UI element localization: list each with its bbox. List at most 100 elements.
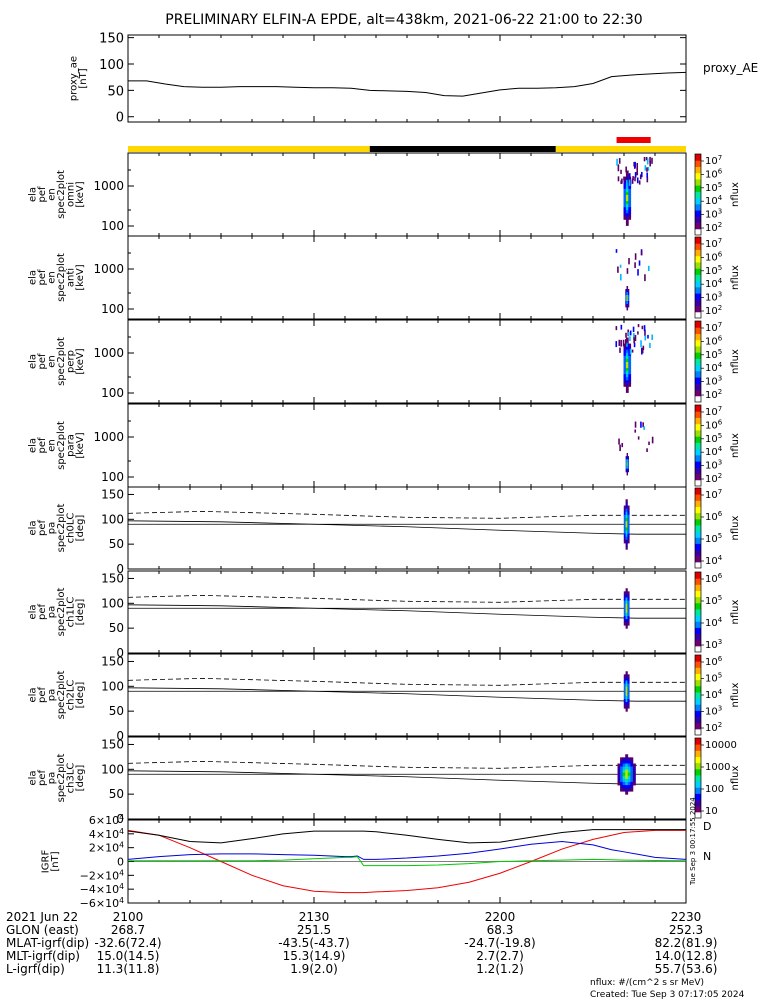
- pa-loss-cone-dashed: [127, 760, 686, 769]
- y-axis-label-line: [nT]: [78, 68, 89, 88]
- pa-cell: [627, 619, 630, 623]
- spec-cell: [625, 374, 629, 378]
- pa-cell: [630, 785, 634, 789]
- cbar-label-text: nflux: [730, 265, 741, 290]
- pa-cell: [625, 514, 628, 519]
- spec-cell: [627, 465, 629, 470]
- axis-row-value: 11.3(11.8): [97, 962, 160, 976]
- footer-units: nflux: #/(cm^2 s sr MeV): [590, 978, 704, 988]
- spec-cell: [628, 185, 632, 190]
- energy-panel-2-cbar-swatch: [695, 377, 701, 384]
- pa-cell: [617, 772, 621, 777]
- pa-cell: [627, 603, 630, 608]
- energy-panel-3-cbar-swatch: [695, 423, 701, 431]
- pa-panel-0-cbar-swatch: [695, 500, 701, 507]
- spec-speck: [642, 345, 645, 351]
- spec-speck: [628, 258, 630, 265]
- spec-cell: [625, 383, 629, 387]
- pa-panel-1-cbar-frame: [694, 571, 702, 653]
- y-tick-label: 50: [107, 84, 124, 99]
- pa-cell: [622, 788, 626, 792]
- spec-speck: [631, 178, 634, 184]
- pa-panel-3-cbar-swatch: [695, 756, 701, 764]
- spec-cell: [625, 176, 629, 181]
- pa-cell: [625, 606, 628, 611]
- pa-panel-0-cbar-swatch: [695, 561, 701, 569]
- spec-cell: [623, 194, 627, 199]
- pa-panel-0-cbar-swatch: [695, 555, 701, 563]
- spec-cell: [627, 298, 630, 302]
- spec-speck: [625, 179, 628, 186]
- axis-row-value: 2230: [671, 910, 702, 924]
- cbar-tick-label: 104: [705, 554, 723, 567]
- pa-cell: [632, 778, 636, 783]
- pa-panel-2-cbar-label: nflux: [730, 682, 741, 707]
- y-tick-label: 150: [101, 487, 124, 501]
- spec-cell: [625, 216, 629, 220]
- y-axis-label-line: spec2plot: [56, 754, 67, 803]
- pa-cell: [625, 785, 629, 789]
- pa-cell: [627, 533, 630, 538]
- axis-row-value: 251.5: [297, 923, 331, 937]
- y-axis-label-line: pef: [37, 269, 48, 286]
- y-axis-label-line: [keV]: [75, 181, 86, 207]
- pa-cell: [623, 619, 626, 623]
- spec-cell: [627, 304, 630, 308]
- pa-cell: [627, 518, 630, 522]
- cbar-tick-label: 107: [705, 237, 722, 250]
- cbar-tick-label: 106: [705, 418, 723, 431]
- axis-row-value: 14.0(12.8): [655, 949, 718, 963]
- pa-panel-1-cbar-swatch: [695, 602, 701, 610]
- pa-panel-1-cbar-swatch: [695, 578, 701, 585]
- spec-speck: [647, 167, 650, 171]
- pa-cell: [627, 686, 630, 691]
- spec-speck: [646, 158, 649, 165]
- spec-cell: [628, 383, 632, 387]
- footer-created: Created: Tue Sep 3 07:17:05 2024: [590, 990, 745, 1000]
- spec-speck: [637, 436, 640, 440]
- pa-panel-2-cbar-swatch: [695, 722, 701, 730]
- spec-cell: [627, 456, 629, 460]
- pa-cell: [622, 772, 626, 777]
- pa-panel-2-cbar-swatch: [695, 704, 701, 711]
- energy-panel-1-cbar-swatch: [695, 243, 701, 250]
- spec-cell: [628, 374, 632, 378]
- pa-panel-2-cbar-swatch: [695, 716, 701, 724]
- y-axis-label-line: spec2plot: [56, 671, 67, 720]
- axis-row-value: -24.7(-19.8): [464, 936, 535, 950]
- cbar-tick-label: 102: [705, 472, 722, 485]
- cbar-label-text: nflux: [730, 433, 741, 458]
- spec-cell: [625, 173, 629, 178]
- pa-panel-1-cbar-swatch: [695, 615, 701, 622]
- y-tick-label: 4×104: [89, 827, 124, 841]
- pa-cell: [627, 539, 630, 544]
- pa-panel-0-cbar-swatch: [695, 543, 701, 551]
- pa-cell: [623, 692, 626, 697]
- pa-cell: [625, 597, 628, 601]
- cbar-tick-label: 103: [705, 705, 722, 718]
- spec-speck: [619, 347, 621, 353]
- pa-cell: [620, 781, 624, 786]
- pa-cell: [625, 615, 628, 620]
- energy-panel-0-cbar-swatch: [695, 228, 701, 236]
- pa-panel-0-cbar-swatch: [695, 506, 701, 514]
- axis-row-value: -43.5(-43.7): [278, 936, 349, 950]
- pa-panel-1-cbar-swatch: [695, 590, 701, 598]
- spec-cell: [626, 298, 629, 302]
- pa-cell: [623, 689, 626, 694]
- y-axis-label-line: [deg]: [75, 599, 86, 626]
- spec-cell: [628, 371, 632, 375]
- energy-panel-0-cbar-label: nflux: [730, 182, 741, 207]
- spec-speck: [633, 333, 635, 340]
- pa-cell: [617, 769, 621, 774]
- cbar-tick-label: 106: [705, 334, 723, 347]
- pa-panel-1-cbar-swatch: [695, 608, 701, 616]
- pa-cell: [620, 757, 624, 761]
- y-tick-label: −6×104: [80, 896, 124, 910]
- pa-cell: [623, 600, 626, 605]
- pa-cell: [627, 622, 630, 626]
- energy-panel-0-cbar-swatch: [695, 222, 701, 230]
- igrf-series-z: [128, 856, 687, 867]
- y-axis-label-line: [keV]: [75, 348, 86, 374]
